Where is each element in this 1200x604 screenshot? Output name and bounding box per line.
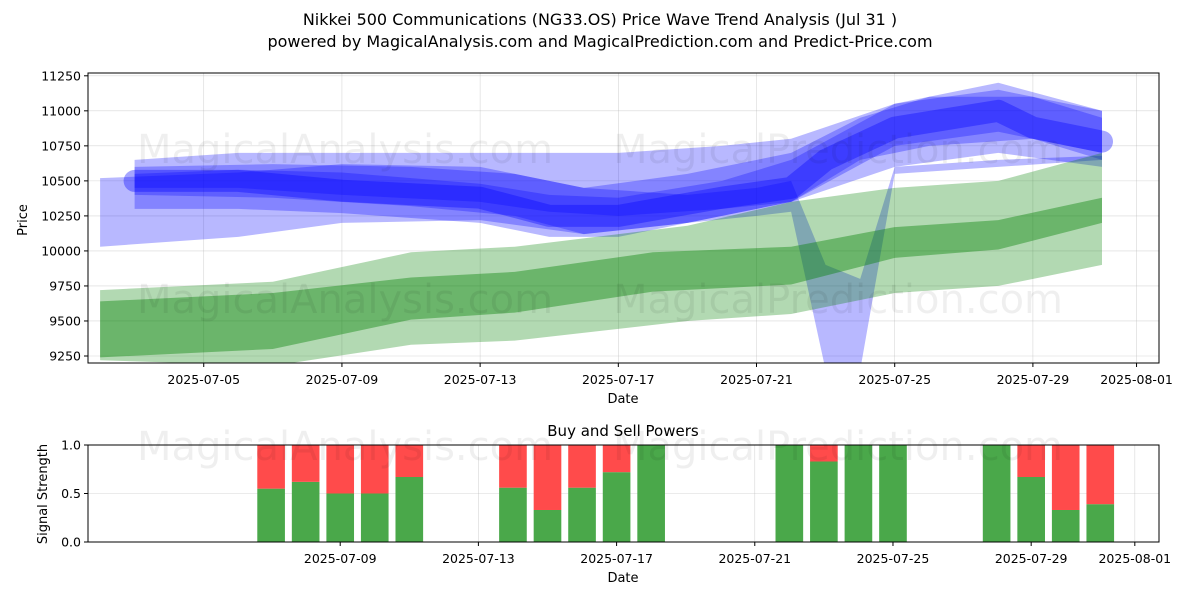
- price-y-tick-label: 9250: [49, 348, 81, 363]
- buy-bar: [499, 487, 527, 542]
- buy-bar: [775, 445, 804, 542]
- sell-bar: [360, 445, 389, 494]
- powers-x-tick-label: 2025-07-25: [857, 551, 930, 566]
- watermark-prediction-top: MagicalPrediction.com: [613, 127, 1063, 173]
- buy-bar: [844, 445, 873, 542]
- chart-title: Nikkei 500 Communications (NG33.OS) Pric…: [303, 10, 897, 29]
- price-plot-frame: [87, 72, 1160, 364]
- price-y-tick-label: 10000: [41, 243, 81, 258]
- chart-subtitle: powered by MagicalAnalysis.com and Magic…: [267, 32, 932, 51]
- watermark-analysis-mid: MagicalAnalysis.com: [137, 277, 553, 323]
- watermark-analysis-bottom: MagicalAnalysis.com: [137, 424, 553, 470]
- sell-bar: [326, 445, 355, 494]
- price-y-tick-label: 10250: [41, 208, 81, 223]
- buy-bar: [1051, 509, 1080, 542]
- sell-bar: [568, 445, 596, 488]
- watermark-prediction-mid: MagicalPrediction.com: [613, 277, 1063, 323]
- powers-x-axis-label: Date: [607, 571, 638, 586]
- buy-bar: [326, 493, 355, 542]
- sell-bar: [810, 445, 838, 462]
- trend-band-5: [100, 152, 1102, 363]
- watermark-analysis-top: MagicalAnalysis.com: [137, 127, 553, 173]
- price-x-tick-label: 2025-07-13: [444, 372, 517, 387]
- price-y-tick-label: 9750: [49, 278, 81, 293]
- price-wave-bands: [100, 82, 1113, 363]
- buy-bar: [879, 445, 907, 542]
- buy-bar: [533, 509, 562, 542]
- sell-bar: [257, 445, 285, 489]
- price-x-tick-label: 2025-08-01: [1100, 372, 1173, 387]
- sell-bar: [499, 445, 527, 488]
- price-x-tick-label: 2025-07-21: [720, 372, 793, 387]
- wave-band-1: [134, 89, 1103, 216]
- sell-bar: [602, 445, 631, 473]
- sell-bar: [291, 445, 320, 482]
- sell-bar: [1051, 445, 1080, 510]
- buy-bar: [810, 461, 838, 542]
- price-bands-clipped: [100, 82, 1113, 363]
- powers-y-axis-label: Signal Strength: [36, 444, 51, 544]
- buy-bar: [291, 481, 320, 542]
- powers-title: Buy and Sell Powers: [547, 422, 699, 440]
- powers-x-tick-label: 2025-07-13: [442, 551, 515, 566]
- price-y-tick-label: 11000: [41, 103, 81, 118]
- powers-bars: [257, 445, 1115, 542]
- powers-y-tick-label: 0.5: [61, 486, 81, 501]
- watermark-prediction-bottom: MagicalPrediction.com: [613, 424, 1063, 470]
- buy-bar: [568, 487, 596, 542]
- buy-bar: [1017, 477, 1045, 542]
- price-x-tick-label: 2025-07-25: [858, 372, 931, 387]
- buy-bar: [1086, 504, 1115, 542]
- powers-x-tick-label: 2025-07-29: [995, 551, 1068, 566]
- price-y-axis-label: Price: [16, 204, 31, 236]
- powers-x-tick-label: 2025-08-01: [1098, 551, 1171, 566]
- price-y-tick-label: 9500: [49, 313, 81, 328]
- powers-plot-frame: [87, 444, 1160, 543]
- buy-bar: [257, 488, 285, 542]
- powers-y-tick-label: 1.0: [61, 438, 81, 453]
- wave-band-0: [134, 96, 1103, 235]
- powers-x-tick-label: 2025-07-09: [304, 551, 377, 566]
- powers-x-tick-label: 2025-07-21: [718, 551, 791, 566]
- buy-bar: [982, 445, 1011, 542]
- price-x-tick-label: 2025-07-29: [997, 372, 1070, 387]
- sell-bar: [1086, 445, 1115, 505]
- buy-bar: [602, 472, 631, 542]
- price-y-tick-label: 10500: [41, 173, 81, 188]
- buy-bar: [395, 477, 424, 542]
- buy-bar: [637, 445, 665, 542]
- wave-band-3: [134, 82, 1103, 237]
- price-x-tick-label: 2025-07-05: [167, 372, 240, 387]
- price-x-tick-label: 2025-07-17: [582, 372, 655, 387]
- sell-bar: [1017, 445, 1045, 478]
- price-grid: [88, 73, 1159, 363]
- buy-bar: [360, 493, 389, 542]
- powers-x-tick-label: 2025-07-17: [580, 551, 653, 566]
- price-y-tick-label: 11250: [41, 68, 81, 83]
- price-x-tick-label: 2025-07-09: [306, 372, 379, 387]
- price-y-tick-label: 10750: [41, 138, 81, 153]
- powers-axes: 2025-07-09 2025-07-13 2025-07-17 2025-07-21…: [61, 438, 1171, 567]
- sell-bar: [395, 445, 424, 478]
- price-x-axis-label: Date: [607, 392, 638, 407]
- wave-core-line: [123, 99, 1113, 227]
- price-axes: 2025-07-05 2025-07-09 2025-07-13 2025-07-17…: [41, 68, 1173, 387]
- trend-band-6: [100, 197, 1103, 358]
- powers-y-tick-label: 0.0: [61, 535, 81, 550]
- wave-band-2: [100, 155, 1102, 363]
- sell-bar: [533, 445, 562, 510]
